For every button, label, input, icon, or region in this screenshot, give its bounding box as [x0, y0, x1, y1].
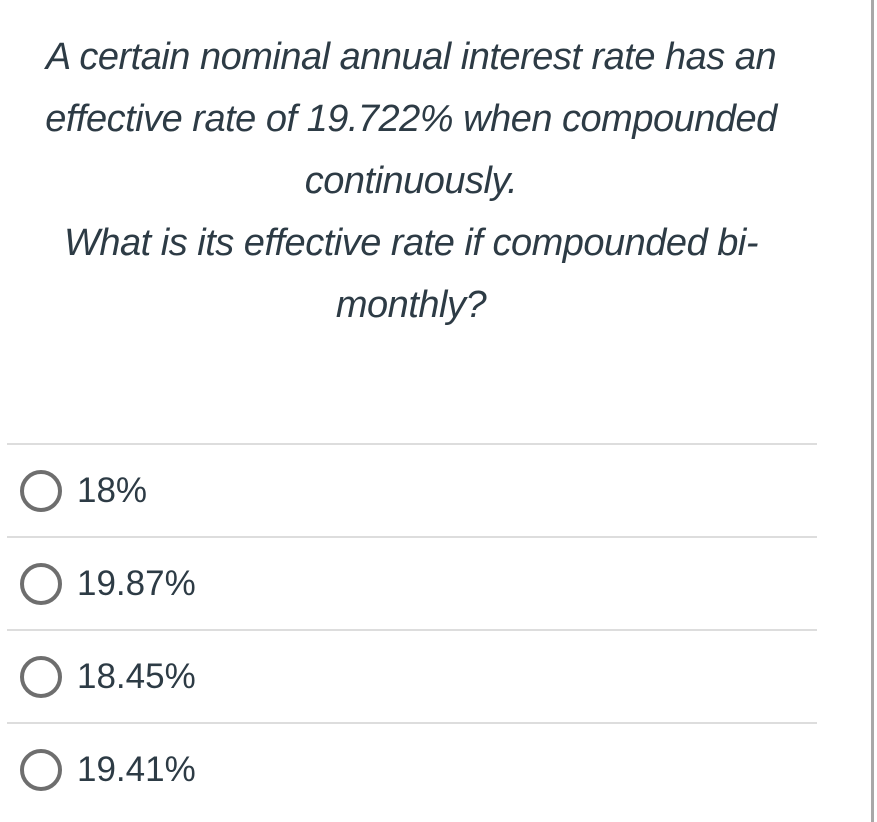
- option-label[interactable]: 18.45%: [77, 656, 196, 696]
- question-line: continuously.: [304, 160, 518, 202]
- answer-options-list: 18% 19.87% 18.45% 19.41%: [7, 443, 817, 815]
- panel-right-border: [871, 0, 874, 822]
- option-label[interactable]: 19.87%: [77, 563, 196, 603]
- answer-option-2[interactable]: 19.87%: [7, 536, 817, 629]
- option-label[interactable]: 19.41%: [77, 749, 196, 789]
- question-line: What is its effective rate if compounded…: [64, 222, 759, 264]
- answer-option-4[interactable]: 19.41%: [7, 722, 817, 815]
- question-text: A certain nominal annual interest rate h…: [0, 0, 822, 336]
- question-line: A certain nominal annual interest rate h…: [45, 36, 777, 78]
- question-line: effective rate of 19.722% when compounde…: [45, 98, 777, 140]
- radio-button-icon[interactable]: [20, 469, 62, 512]
- question-line: monthly?: [335, 284, 487, 326]
- radio-button-icon[interactable]: [20, 748, 62, 791]
- option-label[interactable]: 18%: [77, 470, 148, 510]
- answer-option-3[interactable]: 18.45%: [7, 629, 817, 722]
- radio-button-icon[interactable]: [20, 562, 62, 605]
- radio-button-icon[interactable]: [20, 655, 62, 698]
- answer-option-1[interactable]: 18%: [7, 443, 817, 536]
